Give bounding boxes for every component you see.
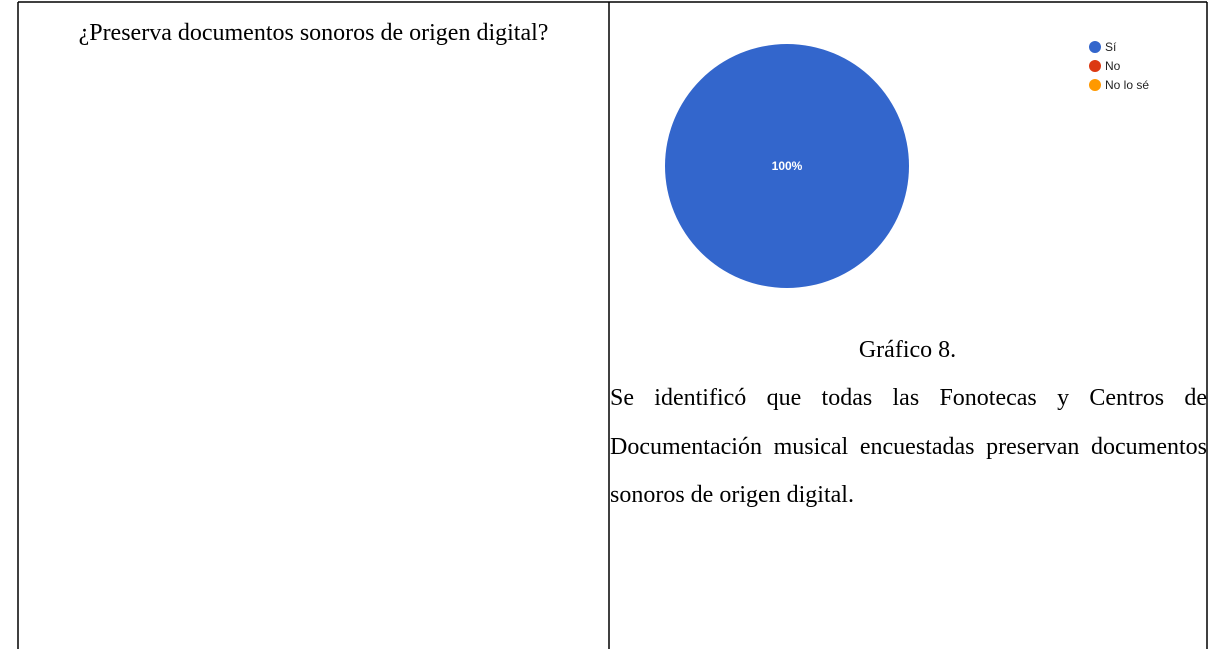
legend-label: No lo sé (1105, 78, 1149, 92)
question: ¿Preserva documentos sonoros de origen d… (78, 20, 549, 46)
paragraph: Se identificó que todas las Fonotecas y … (610, 385, 1207, 508)
pie-chart: 100% Sí No No lo sé (665, 40, 1149, 288)
legend-swatch (1089, 41, 1101, 53)
legend-label: No (1105, 59, 1121, 73)
legend-label: Sí (1105, 40, 1117, 54)
slice-label: 100% (772, 159, 803, 173)
legend-swatch (1089, 60, 1101, 72)
pie-slice (665, 44, 909, 288)
caption: Gráfico 8. (858, 337, 957, 363)
legend-swatch (1089, 79, 1101, 91)
